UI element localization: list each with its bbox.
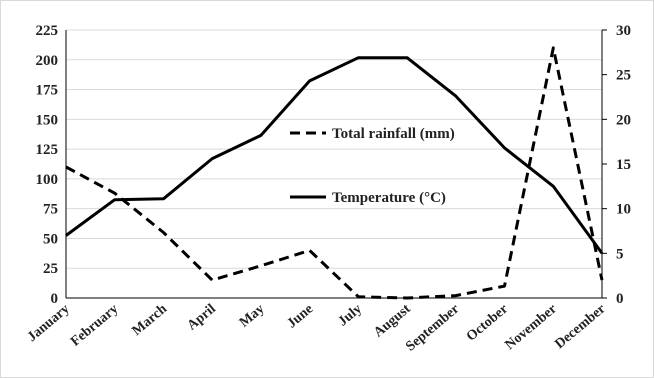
y-right-tick-label: 15 [616, 157, 631, 173]
y-right-tick-label: 10 [616, 202, 631, 218]
y-left-tick-label: 150 [36, 112, 59, 128]
legend: Total rainfall (mm) Temperature (°C) [290, 126, 455, 206]
y-left-tick-label: 50 [43, 231, 58, 247]
y-right-tick-label: 30 [616, 23, 631, 39]
series-lines [65, 46, 604, 300]
y-right-tick-label: 20 [616, 112, 631, 128]
y-left-tick-label: 0 [51, 291, 59, 307]
y-left-tick-label: 25 [43, 261, 58, 277]
y-right-tick-label: 0 [616, 291, 624, 307]
series-line-temperature [65, 56, 604, 255]
y-left-tick-label: 200 [36, 53, 59, 69]
y-left-tick-label: 175 [36, 83, 59, 99]
y-right-tick-label: 25 [616, 68, 631, 84]
legend-label: Total rainfall (mm) [332, 126, 455, 142]
legend-label: Temperature (°C) [332, 190, 446, 206]
y-left-tick-label: 75 [43, 202, 58, 218]
y-left-tick-label: 100 [36, 172, 59, 188]
y-left-tick-label: 225 [36, 23, 59, 39]
y-left-tick-label: 125 [36, 142, 59, 158]
series-line-rainfall [65, 46, 604, 300]
y-right-tick-label: 5 [616, 246, 624, 262]
